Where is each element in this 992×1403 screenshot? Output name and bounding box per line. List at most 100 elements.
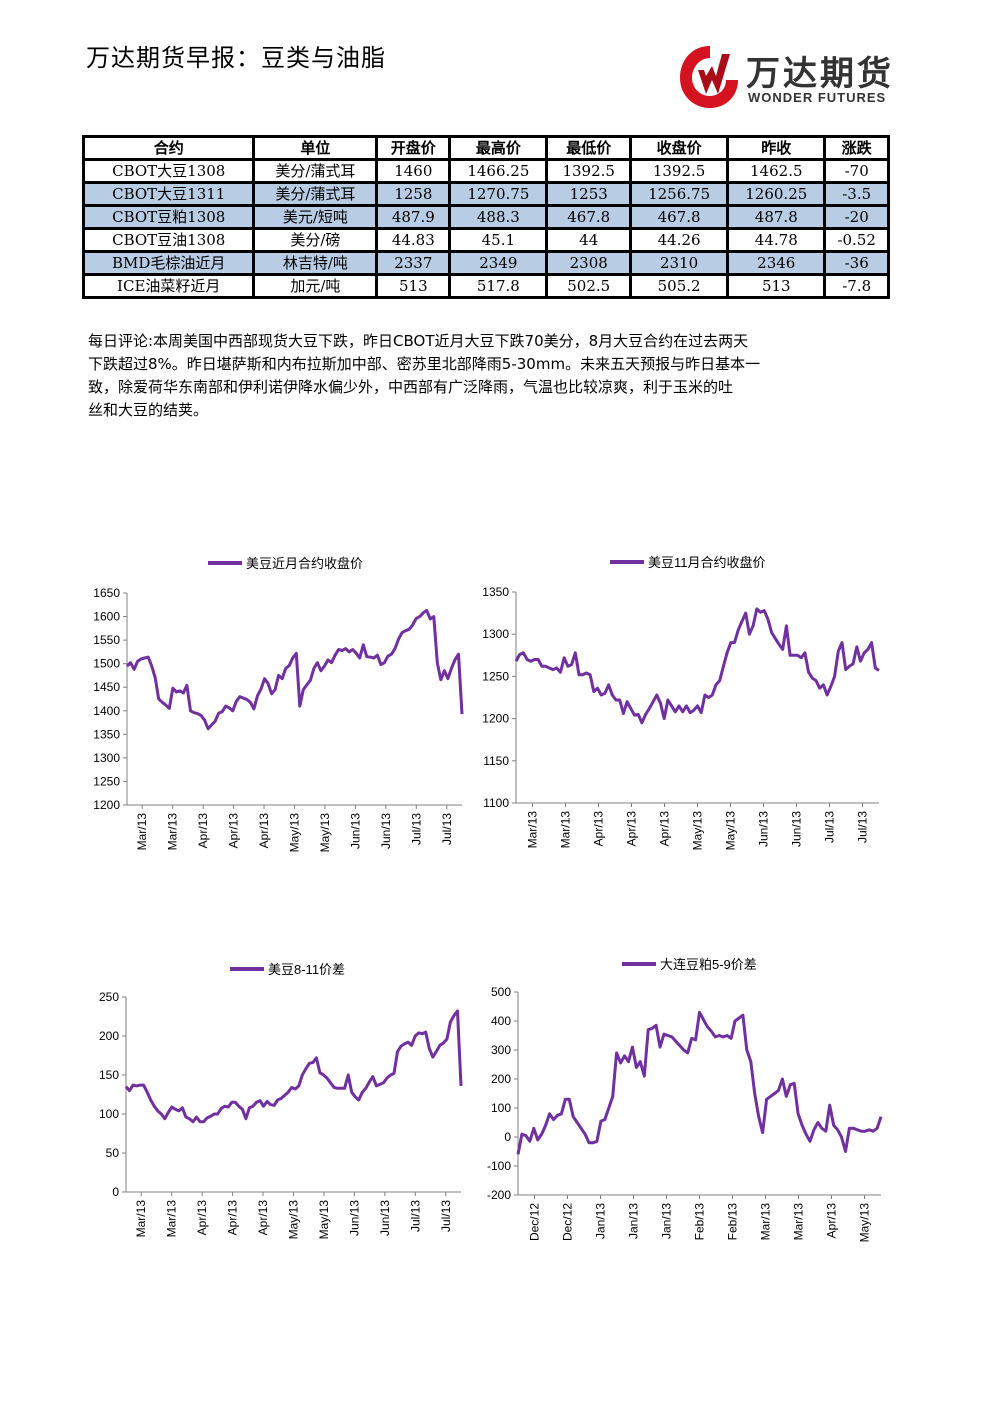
table-cell: 467.8 xyxy=(548,207,630,227)
x-tick-label: Apr/13 xyxy=(226,1200,240,1236)
x-tick-label: Jul/13 xyxy=(408,1200,422,1232)
contract-cell: CBOT大豆1308 xyxy=(85,161,253,181)
legend-label: 美豆11月合约收盘价 xyxy=(648,555,766,570)
y-tick-label: 0 xyxy=(112,1185,119,1199)
table-row: CBOT豆粕1308 美元/短吨 487.9 488.3 467.8 467.8 487.8… xyxy=(85,207,887,227)
x-tick-label: May/13 xyxy=(858,1203,872,1243)
table-cell: 美元/短吨 xyxy=(255,207,376,227)
table-cell: 487.8 xyxy=(729,207,824,227)
page-title: 万达期货早报：豆类与油脂 xyxy=(86,44,386,72)
column-header: 最低价 xyxy=(548,138,630,158)
y-tick-label: 1100 xyxy=(483,796,509,810)
x-tick-label: Feb/13 xyxy=(693,1203,707,1241)
y-tick-label: 300 xyxy=(491,1043,511,1057)
comment-line: 致，除爱荷华东南部和伊利诺伊降水偏少外，中西部有广泛降雨，气温也比较凉爽，利于玉… xyxy=(88,378,734,396)
x-tick-label: Jul/13 xyxy=(856,811,870,843)
table-cell: 1392.5 xyxy=(632,161,727,181)
table-cell: 1466.25 xyxy=(451,161,546,181)
column-header: 开盘价 xyxy=(378,138,449,158)
x-tick-label: May/13 xyxy=(288,813,302,853)
y-tick-label: 1500 xyxy=(93,657,120,671)
x-tick-label: May/13 xyxy=(317,1200,331,1240)
x-tick-label: Jul/13 xyxy=(823,811,837,843)
table-cell: 美分/磅 xyxy=(255,230,376,250)
y-tick-label: 250 xyxy=(99,990,119,1004)
x-tick-label: Jul/13 xyxy=(409,813,423,845)
series-line xyxy=(125,608,464,731)
daily-comment: 每日评论:本周美国中西部现货大豆下跌，昨日CBOT近月大豆下跌70美分，8月大豆… xyxy=(88,330,874,422)
y-tick-label: 200 xyxy=(99,1029,119,1043)
table-cell: 502.5 xyxy=(548,276,630,296)
y-tick-label: 1250 xyxy=(93,774,120,788)
y-tick-label: -200 xyxy=(487,1188,511,1202)
y-tick-label: 100 xyxy=(491,1101,511,1115)
x-tick-label: Apr/13 xyxy=(256,1200,270,1236)
x-tick-label: Jan/13 xyxy=(594,1203,608,1239)
table-cell: 美分/蒲式耳 xyxy=(255,184,376,204)
y-tick-label: 150 xyxy=(99,1068,119,1082)
table-row: ICE油菜籽近月 加元/吨 513 517.8 502.5 505.2 513 -7.8 xyxy=(85,276,887,296)
x-tick-label: Apr/13 xyxy=(592,811,606,847)
table-cell: 1462.5 xyxy=(729,161,824,181)
table-row: CBOT豆油1308 美分/磅 44.83 45.1 44 44.26 44.78 -0.52 xyxy=(85,230,887,250)
table-cell: 44 xyxy=(548,230,630,250)
comment-line: 下跌超过8%。昨日堪萨斯和内布拉斯加中部、密苏里北部降雨5-30mm。未来五天预… xyxy=(88,355,761,373)
legend-label: 大连豆粕5-9价差 xyxy=(660,957,757,972)
x-tick-label: Jul/13 xyxy=(440,813,454,845)
table-cell: 513 xyxy=(729,276,824,296)
chart-svg: 美豆近月合约收盘价 1200 1250 1300 1350 1400 1450 1500 155… xyxy=(93,556,464,853)
table-cell: 林吉特/吨 xyxy=(255,253,376,273)
x-tick-label: Dec/12 xyxy=(561,1203,575,1241)
table-cell: 1258 xyxy=(378,184,449,204)
y-tick-label: 1200 xyxy=(482,712,509,726)
x-tick-label: Mar/13 xyxy=(166,813,180,851)
x-tick-label: Apr/13 xyxy=(825,1203,839,1239)
table-cell: -7.8 xyxy=(826,276,887,296)
quotes-table: 合约 单位 开盘价 最高价 最低价 收盘价 昨收 涨跌 CBOT大豆1308 美分… xyxy=(82,135,890,299)
x-tick-label: Mar/13 xyxy=(559,811,573,849)
chart-us-soy-8-11-spread: 美豆8-11价差 0 50 100 150 200 250 Mar/13 Mar/13 Apr/1… xyxy=(80,955,480,1255)
y-tick-label: 1250 xyxy=(482,669,509,683)
table-cell: 44.26 xyxy=(632,230,727,250)
y-tick-label: 1200 xyxy=(93,798,120,812)
chart-us-soy-nearby-close: 美豆近月合约收盘价 1200 1250 1300 1350 1400 1450 1500 155… xyxy=(80,545,480,865)
table-cell: 1253 xyxy=(548,184,630,204)
y-tick-label: 50 xyxy=(106,1146,120,1160)
y-tick-label: 1600 xyxy=(93,610,120,624)
table-row: CBOT大豆1308 美分/蒲式耳 1460 1466.25 1392.5 1392.5 1… xyxy=(85,161,887,181)
table-cell: 1460 xyxy=(378,161,449,181)
logo-english-text: WONDER FUTURES xyxy=(748,90,887,105)
x-tick-label: Apr/13 xyxy=(196,813,210,849)
wonder-futures-logo-icon xyxy=(680,46,738,108)
table-cell: 488.3 xyxy=(451,207,546,227)
table-cell: 1260.25 xyxy=(729,184,824,204)
comment-line: 每日评论:本周美国中西部现货大豆下跌，昨日CBOT近月大豆下跌70美分，8月大豆… xyxy=(88,332,749,350)
x-tick-label: Jan/13 xyxy=(627,1203,641,1239)
table-cell: 2349 xyxy=(451,253,546,273)
chart-dalian-meal-5-9-spread: 大连豆粕5-9价差 -200 -100 0 100 200 300 400 500 Dec/12 D… xyxy=(470,950,890,1255)
y-tick-label: 0 xyxy=(504,1130,511,1144)
y-tick-label: 1150 xyxy=(483,754,509,768)
x-tick-label: Mar/13 xyxy=(165,1200,179,1238)
y-tick-label: 200 xyxy=(491,1072,511,1086)
company-logo: 万达期货 WONDER FUTURES xyxy=(676,40,896,112)
table-cell: -3.5 xyxy=(826,184,887,204)
x-tick-label: Apr/13 xyxy=(658,811,672,847)
table-cell: 505.2 xyxy=(632,276,727,296)
x-tick-label: May/13 xyxy=(287,1200,301,1240)
x-tick-label: Mar/13 xyxy=(135,813,149,851)
logo-chinese-text: 万达期货 xyxy=(746,54,894,94)
chart-svg: 美豆8-11价差 0 50 100 150 200 250 Mar/13 Mar/13 Apr/1… xyxy=(99,962,463,1240)
table-cell: -36 xyxy=(826,253,887,273)
table-cell: 2308 xyxy=(548,253,630,273)
x-tick-label: Mar/13 xyxy=(792,1203,806,1241)
x-tick-label: May/13 xyxy=(691,811,705,851)
x-tick-label: Mar/13 xyxy=(526,811,540,849)
contract-cell: CBOT豆粕1308 xyxy=(85,207,253,227)
chart-us-soy-nov-close: 美豆11月合约收盘价 1100 1150 1200 1250 1300 1350 Mar/13… xyxy=(470,545,890,865)
y-tick-label: 400 xyxy=(491,1014,511,1028)
table-cell: 2310 xyxy=(632,253,727,273)
x-tick-label: May/13 xyxy=(318,813,332,853)
table-cell: 1256.75 xyxy=(632,184,727,204)
column-header: 收盘价 xyxy=(632,138,727,158)
